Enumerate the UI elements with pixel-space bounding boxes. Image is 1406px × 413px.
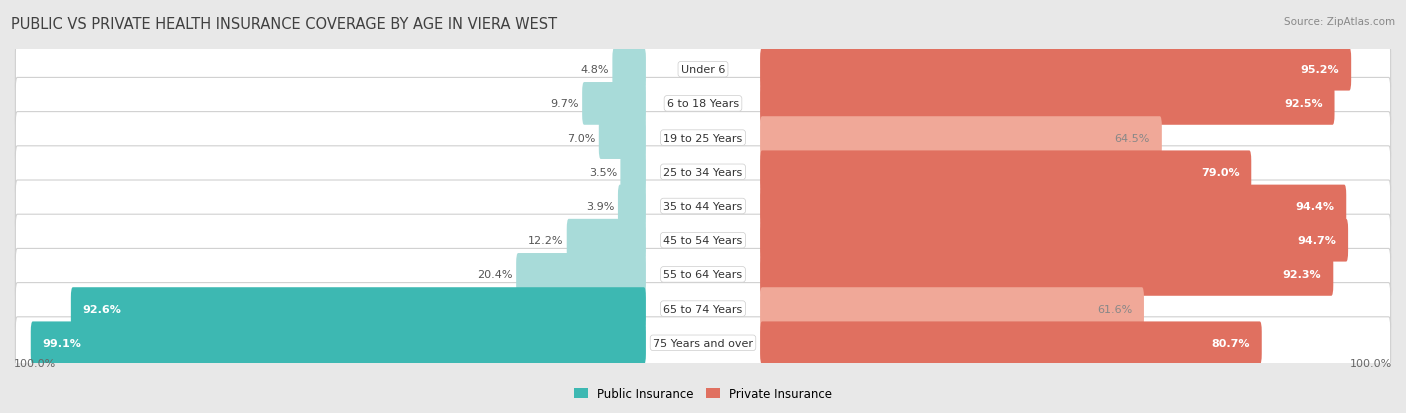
- Text: 99.1%: 99.1%: [42, 338, 82, 348]
- Text: 75 Years and over: 75 Years and over: [652, 338, 754, 348]
- FancyBboxPatch shape: [15, 44, 1391, 96]
- FancyBboxPatch shape: [15, 112, 1391, 164]
- Text: 80.7%: 80.7%: [1212, 338, 1250, 348]
- FancyBboxPatch shape: [15, 283, 1391, 335]
- Text: 35 to 44 Years: 35 to 44 Years: [664, 202, 742, 211]
- FancyBboxPatch shape: [761, 117, 1161, 159]
- FancyBboxPatch shape: [761, 151, 1251, 194]
- Text: 61.6%: 61.6%: [1097, 304, 1132, 314]
- Text: 95.2%: 95.2%: [1301, 65, 1340, 75]
- FancyBboxPatch shape: [617, 185, 645, 228]
- Text: 55 to 64 Years: 55 to 64 Years: [664, 270, 742, 280]
- FancyBboxPatch shape: [761, 185, 1347, 228]
- FancyBboxPatch shape: [613, 49, 645, 91]
- FancyBboxPatch shape: [15, 215, 1391, 266]
- Text: 19 to 25 Years: 19 to 25 Years: [664, 133, 742, 143]
- FancyBboxPatch shape: [582, 83, 645, 126]
- FancyBboxPatch shape: [761, 219, 1348, 262]
- Text: 45 to 54 Years: 45 to 54 Years: [664, 236, 742, 246]
- Text: 3.9%: 3.9%: [586, 202, 614, 211]
- Text: 65 to 74 Years: 65 to 74 Years: [664, 304, 742, 314]
- FancyBboxPatch shape: [599, 117, 645, 159]
- FancyBboxPatch shape: [761, 83, 1334, 126]
- FancyBboxPatch shape: [761, 322, 1261, 364]
- Text: 100.0%: 100.0%: [1350, 358, 1392, 368]
- Text: 94.4%: 94.4%: [1295, 202, 1334, 211]
- FancyBboxPatch shape: [15, 78, 1391, 130]
- FancyBboxPatch shape: [15, 147, 1391, 198]
- Text: 6 to 18 Years: 6 to 18 Years: [666, 99, 740, 109]
- Text: 92.3%: 92.3%: [1282, 270, 1322, 280]
- Text: Source: ZipAtlas.com: Source: ZipAtlas.com: [1284, 17, 1395, 26]
- FancyBboxPatch shape: [516, 254, 645, 296]
- FancyBboxPatch shape: [70, 287, 645, 330]
- Legend: Public Insurance, Private Insurance: Public Insurance, Private Insurance: [569, 382, 837, 405]
- Text: 12.2%: 12.2%: [529, 236, 564, 246]
- Text: 92.6%: 92.6%: [83, 304, 121, 314]
- Text: 7.0%: 7.0%: [567, 133, 596, 143]
- Text: 64.5%: 64.5%: [1115, 133, 1150, 143]
- Text: 92.5%: 92.5%: [1284, 99, 1323, 109]
- Text: 25 to 34 Years: 25 to 34 Years: [664, 167, 742, 177]
- Text: 4.8%: 4.8%: [581, 65, 609, 75]
- Text: 20.4%: 20.4%: [478, 270, 513, 280]
- Text: 100.0%: 100.0%: [14, 358, 56, 368]
- Text: PUBLIC VS PRIVATE HEALTH INSURANCE COVERAGE BY AGE IN VIERA WEST: PUBLIC VS PRIVATE HEALTH INSURANCE COVER…: [11, 17, 557, 31]
- FancyBboxPatch shape: [761, 254, 1333, 296]
- FancyBboxPatch shape: [567, 219, 645, 262]
- FancyBboxPatch shape: [31, 322, 645, 364]
- Text: 9.7%: 9.7%: [550, 99, 579, 109]
- Text: 79.0%: 79.0%: [1201, 167, 1240, 177]
- FancyBboxPatch shape: [15, 317, 1391, 369]
- FancyBboxPatch shape: [15, 249, 1391, 301]
- Text: 3.5%: 3.5%: [589, 167, 617, 177]
- FancyBboxPatch shape: [620, 151, 645, 194]
- Text: 94.7%: 94.7%: [1298, 236, 1336, 246]
- FancyBboxPatch shape: [761, 49, 1351, 91]
- FancyBboxPatch shape: [15, 180, 1391, 233]
- Text: Under 6: Under 6: [681, 65, 725, 75]
- FancyBboxPatch shape: [761, 287, 1144, 330]
